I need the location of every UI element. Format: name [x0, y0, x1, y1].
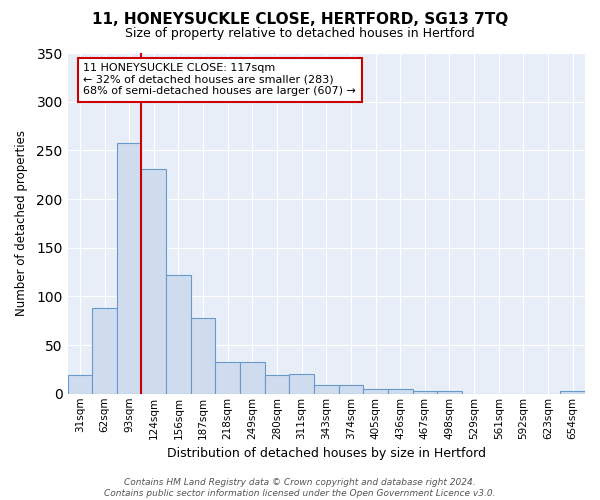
Text: Size of property relative to detached houses in Hertford: Size of property relative to detached ho…: [125, 28, 475, 40]
Text: 11, HONEYSUCKLE CLOSE, HERTFORD, SG13 7TQ: 11, HONEYSUCKLE CLOSE, HERTFORD, SG13 7T…: [92, 12, 508, 28]
Text: 11 HONEYSUCKLE CLOSE: 117sqm
← 32% of detached houses are smaller (283)
68% of s: 11 HONEYSUCKLE CLOSE: 117sqm ← 32% of de…: [83, 63, 356, 96]
X-axis label: Distribution of detached houses by size in Hertford: Distribution of detached houses by size …: [167, 447, 486, 460]
Bar: [117, 142, 142, 394]
Bar: [166, 275, 191, 394]
Bar: [413, 391, 437, 394]
Text: Contains HM Land Registry data © Crown copyright and database right 2024.
Contai: Contains HM Land Registry data © Crown c…: [104, 478, 496, 498]
Bar: [191, 318, 215, 394]
Y-axis label: Number of detached properties: Number of detached properties: [15, 130, 28, 316]
Bar: [314, 385, 338, 394]
Bar: [92, 308, 117, 394]
Bar: [215, 362, 240, 394]
Bar: [142, 169, 166, 394]
Bar: [388, 389, 413, 394]
Bar: [289, 374, 314, 394]
Bar: [363, 389, 388, 394]
Bar: [240, 362, 265, 394]
Bar: [560, 391, 585, 394]
Bar: [68, 376, 92, 394]
Bar: [338, 385, 363, 394]
Bar: [437, 391, 462, 394]
Bar: [265, 376, 289, 394]
